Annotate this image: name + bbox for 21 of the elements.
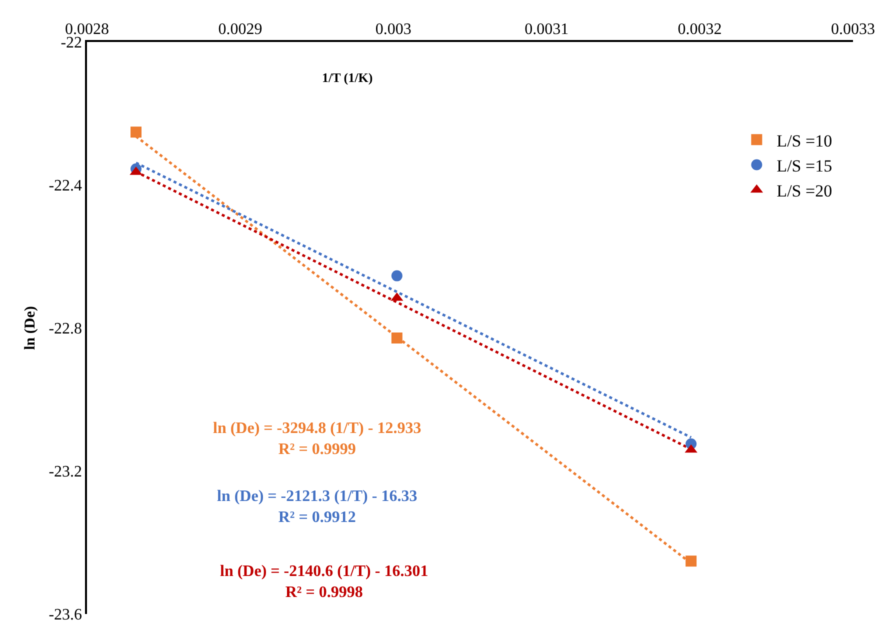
point xyxy=(391,270,402,282)
y-axis-title: ln (De) xyxy=(22,306,38,350)
legend-label: L/S =20 xyxy=(776,181,832,200)
y-tick-label: -23.2 xyxy=(48,464,82,481)
x-tick-label: 0.0032 xyxy=(678,20,722,38)
y-tick-label: -22.8 xyxy=(48,320,82,338)
x-tick-label: 0.0031 xyxy=(524,20,569,38)
y-tick-label: -22.4 xyxy=(48,178,82,195)
x-tick-label: 0.003 xyxy=(375,20,412,38)
x-tick-label: 0.0029 xyxy=(218,20,262,38)
annotation: ln (De) = -3294.8 (1/T) - 12.933 R² = 0.9999 xyxy=(213,420,422,458)
y-tick-label: -23.6 xyxy=(48,606,82,624)
point xyxy=(130,126,142,138)
annotation: ln (De) = -2140.6 (1/T) - 16.301 R² = 0.9998 xyxy=(220,563,428,601)
x-tick-label: 0.0033 xyxy=(831,20,875,38)
point xyxy=(391,332,402,344)
x-axis-title: 1/T (1/K) xyxy=(322,70,373,85)
legend-label: L/S =10 xyxy=(776,131,832,150)
legend-label: L/S =15 xyxy=(776,156,832,176)
annotation: ln (De) = -2121.3 (1/T) - 16.33 R² = 0.9912 xyxy=(217,488,418,526)
point xyxy=(686,556,697,567)
